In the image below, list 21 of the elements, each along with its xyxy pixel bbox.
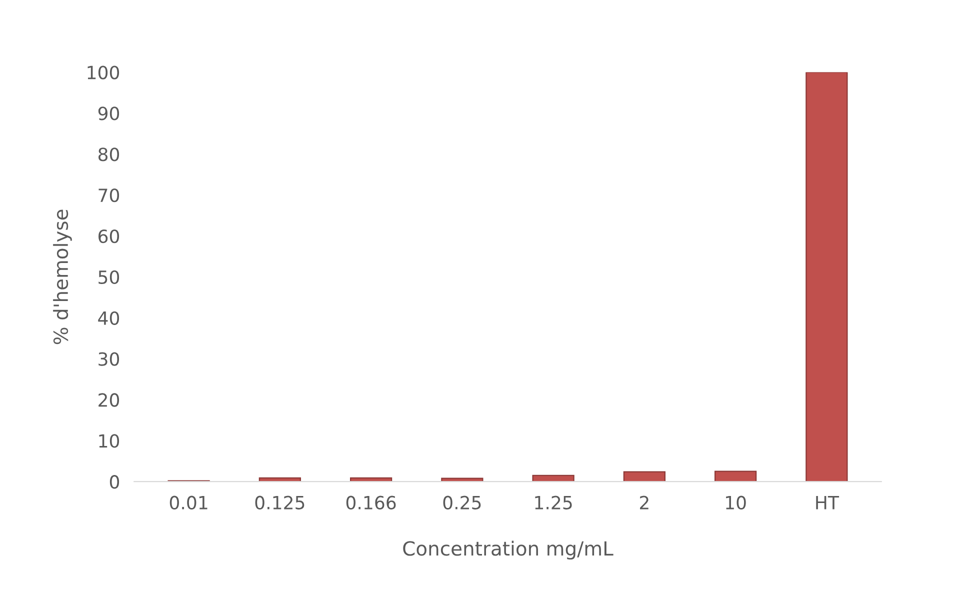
x-tick-label: 0.01 bbox=[170, 496, 208, 510]
y-tick-label: 90 bbox=[98, 106, 120, 120]
x-tick-label: 0.166 bbox=[346, 496, 396, 510]
y-tick-label: 40 bbox=[98, 311, 120, 325]
y-tick-label: 80 bbox=[98, 148, 120, 162]
y-tick-label: 20 bbox=[98, 393, 120, 407]
y-tick-label: 70 bbox=[98, 188, 120, 202]
y-tick-label: 10 bbox=[99, 434, 120, 448]
y-axis-title: % d'hemolyse bbox=[53, 210, 72, 344]
x-tick-label: 0.125 bbox=[255, 496, 304, 510]
y-tick-label: 30 bbox=[98, 352, 120, 366]
y-tick-label: 50 bbox=[98, 270, 120, 284]
x-tick-label: 2 bbox=[640, 496, 648, 510]
x-tick-label: 1.25 bbox=[535, 496, 572, 510]
x-tick-label: HT bbox=[816, 496, 840, 510]
y-tick-label: 0 bbox=[110, 475, 120, 489]
x-tick-label: 10 bbox=[726, 496, 746, 510]
y-tick-label: 60 bbox=[98, 229, 120, 244]
x-axis-title: Concentration mg/mL bbox=[403, 540, 614, 560]
y-tick-label: 100 bbox=[88, 66, 120, 80]
x-tick-label: 0.25 bbox=[443, 496, 481, 510]
